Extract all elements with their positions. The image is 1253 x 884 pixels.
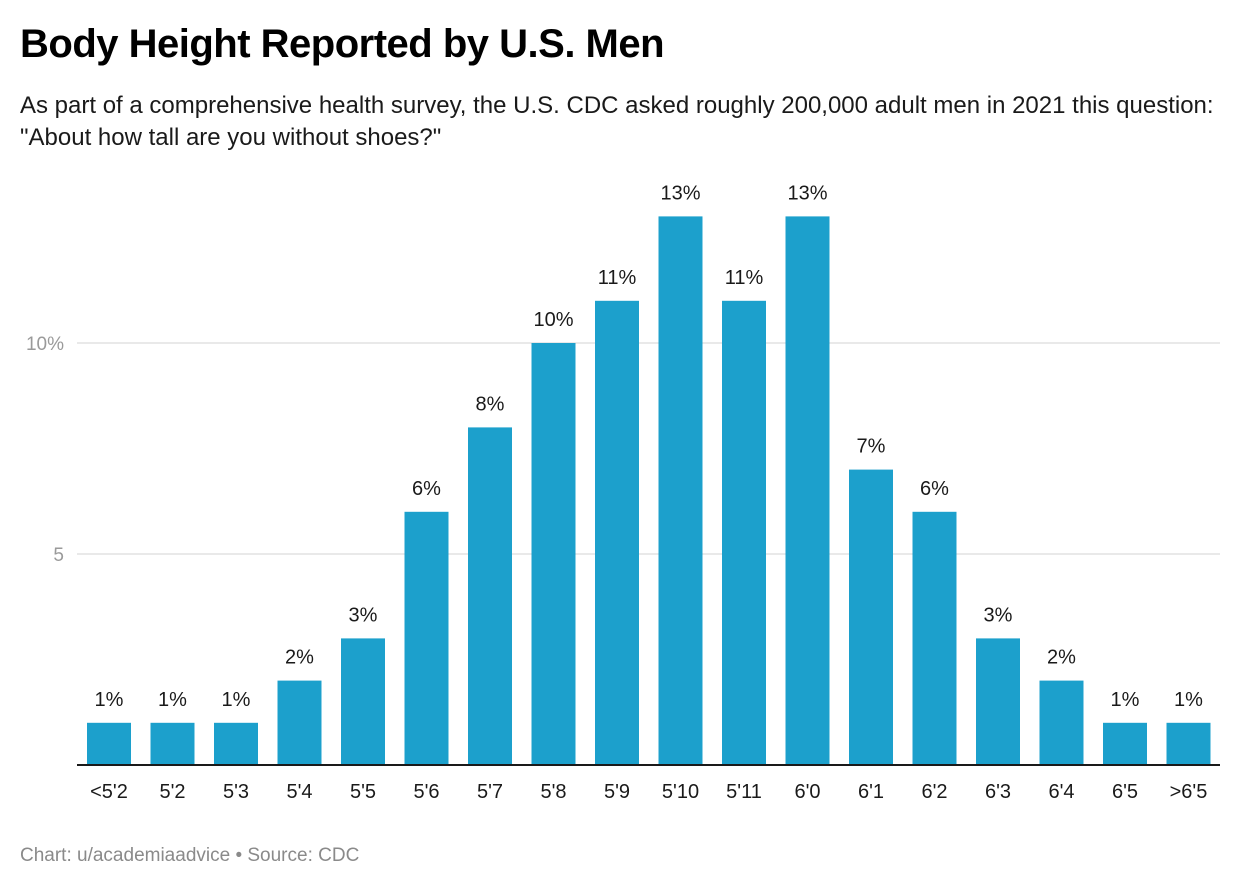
bar xyxy=(1039,680,1084,765)
data-label: 3% xyxy=(349,604,378,626)
bar xyxy=(595,300,639,765)
data-label: 13% xyxy=(660,182,700,204)
x-tick-label: 6'4 xyxy=(1048,781,1074,803)
bar xyxy=(531,343,576,765)
y-axis-ticks: 5 10% xyxy=(26,334,64,566)
data-label: 11% xyxy=(598,267,637,289)
x-tick-label: 6'2 xyxy=(921,781,947,803)
x-tick-label: 5'7 xyxy=(477,781,503,803)
data-label: 1% xyxy=(222,689,251,711)
bar xyxy=(468,427,512,765)
y-tick-label: 10% xyxy=(26,334,64,355)
x-tick-label: 5'10 xyxy=(662,781,699,803)
gridlines xyxy=(77,342,1220,555)
data-label: 1% xyxy=(158,689,187,711)
x-tick-label: >6'5 xyxy=(1170,781,1208,803)
data-label: 6% xyxy=(920,478,949,500)
x-tick-label: <5'2 xyxy=(90,781,128,803)
data-label: 11% xyxy=(725,267,764,289)
bars xyxy=(87,216,1211,765)
bar xyxy=(976,638,1020,765)
x-tick-label: 6'0 xyxy=(794,781,820,803)
data-label: 2% xyxy=(285,647,314,669)
data-label: 10% xyxy=(533,309,573,331)
data-label: 1% xyxy=(1174,689,1203,711)
y-tick-label: 5 xyxy=(53,545,64,566)
data-label: 7% xyxy=(857,436,886,458)
data-label: 13% xyxy=(787,182,827,204)
bar xyxy=(277,680,322,765)
bar xyxy=(1103,722,1147,765)
bar xyxy=(658,216,703,765)
data-labels: 1% 1% 1% 2% 3% 6% 8% 10% 11% 13% 11% 13% 7% 6% 3% 2% 1% 1… xyxy=(95,182,1204,710)
x-tick-label: 6'3 xyxy=(985,781,1011,803)
bar xyxy=(1166,722,1211,765)
x-tick-label: 5'8 xyxy=(540,781,566,803)
x-tick-label: 5'4 xyxy=(286,781,312,803)
chart-source-credit: Chart: u/academiaadvice • Source: CDC xyxy=(20,845,360,866)
x-tick-label: 6'5 xyxy=(1112,781,1138,803)
bar xyxy=(849,469,893,765)
x-axis-ticks: <5'2 5'2 5'3 5'4 5'5 5'6 5'7 5'8 5'9 5'10 5'11 6'0 6… xyxy=(90,781,1207,803)
data-label: 1% xyxy=(1111,689,1140,711)
bar xyxy=(722,300,766,765)
data-label: 3% xyxy=(984,604,1013,626)
bar xyxy=(214,722,258,765)
bar xyxy=(341,638,385,765)
data-label: 2% xyxy=(1047,647,1076,669)
x-tick-label: 5'6 xyxy=(413,781,439,803)
x-tick-label: 5'5 xyxy=(350,781,376,803)
bar xyxy=(404,511,449,765)
bar xyxy=(785,216,830,765)
x-tick-label: 5'11 xyxy=(726,781,762,803)
x-tick-label: 5'9 xyxy=(604,781,630,803)
data-label: 6% xyxy=(412,478,441,500)
bar xyxy=(912,511,957,765)
bar xyxy=(87,722,131,765)
data-label: 8% xyxy=(476,393,505,415)
x-tick-label: 6'1 xyxy=(858,781,884,803)
chart-title: Body Height Reported by U.S. Men xyxy=(20,22,665,66)
chart-subtitle: As part of a comprehensive health survey… xyxy=(20,92,1214,151)
x-tick-label: 5'3 xyxy=(223,781,249,803)
data-label: 1% xyxy=(95,689,124,711)
bar xyxy=(150,722,195,765)
x-tick-label: 5'2 xyxy=(159,781,185,803)
